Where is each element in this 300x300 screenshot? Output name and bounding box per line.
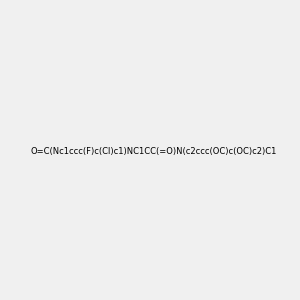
Text: O=C(Nc1ccc(F)c(Cl)c1)NC1CC(=O)N(c2ccc(OC)c(OC)c2)C1: O=C(Nc1ccc(F)c(Cl)c1)NC1CC(=O)N(c2ccc(OC… (31, 147, 277, 156)
